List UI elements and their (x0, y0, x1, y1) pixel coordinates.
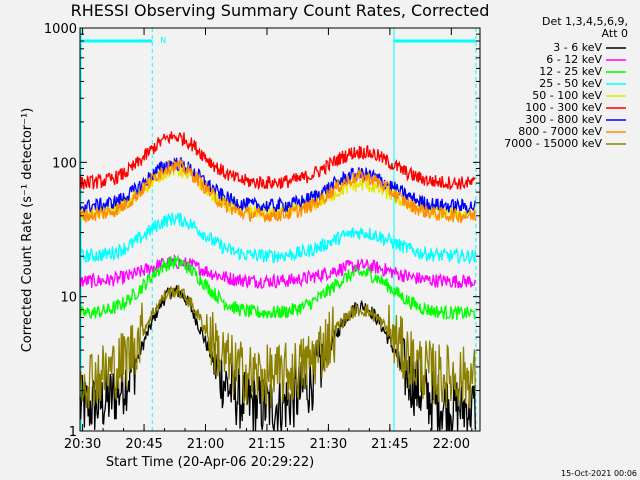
x-axis-label: Start Time (20-Apr-06 20:29:22) (106, 455, 314, 470)
legend-label: 50 - 100 keV (532, 89, 602, 102)
legend-label: 100 - 300 keV (525, 101, 602, 114)
chart-title: RHESSI Observing Summary Count Rates, Co… (71, 1, 490, 20)
y-axis-label: Corrected Count Rate (s⁻¹ detector⁻¹) (20, 108, 35, 353)
y-tick-label: 100 (52, 156, 77, 171)
x-tick-label: 20:45 (125, 437, 162, 452)
series-line (79, 212, 476, 266)
x-tick-label: 21:00 (187, 437, 224, 452)
series-line (79, 158, 476, 224)
series-line (79, 131, 476, 191)
legend-label: 7000 - 15000 keV (504, 137, 602, 150)
legend-label: 800 - 7000 keV (518, 125, 602, 138)
x-tick-label: 21:15 (248, 437, 285, 452)
series-line (79, 254, 476, 321)
y-tick-label: 1 (69, 425, 77, 440)
axes: 1 10 100 1000 20:30 20:45 21:00 21:15 21:30 21:45… (44, 22, 480, 452)
plot-frame (79, 27, 481, 432)
legend-label: 25 - 50 keV (539, 77, 602, 90)
legend-label: 3 - 6 keV (553, 41, 602, 54)
x-tick-label: 21:45 (371, 437, 408, 452)
footer-timestamp: 15-Oct-2021 00:06 (561, 469, 637, 478)
night-bar-label: N (160, 36, 166, 45)
series-line (79, 156, 476, 215)
legend-header-line2: Att 0 (602, 27, 628, 40)
legend-label: 12 - 25 keV (539, 65, 602, 78)
series-line (79, 284, 476, 409)
y-tick-label: 10 (60, 291, 77, 306)
x-tick-label: 20:30 (64, 437, 101, 452)
x-tick-label: 21:30 (310, 437, 347, 452)
plot-area: N (79, 28, 477, 432)
legend-label: 300 - 800 keV (525, 113, 602, 126)
y-tick-label: 1000 (44, 22, 77, 37)
x-tick-label: 22:00 (433, 437, 470, 452)
series-line (79, 253, 476, 290)
legend-header-line1: Det 1,3,4,5,6,9, (542, 15, 628, 28)
legend-label: 6 - 12 keV (546, 53, 602, 66)
